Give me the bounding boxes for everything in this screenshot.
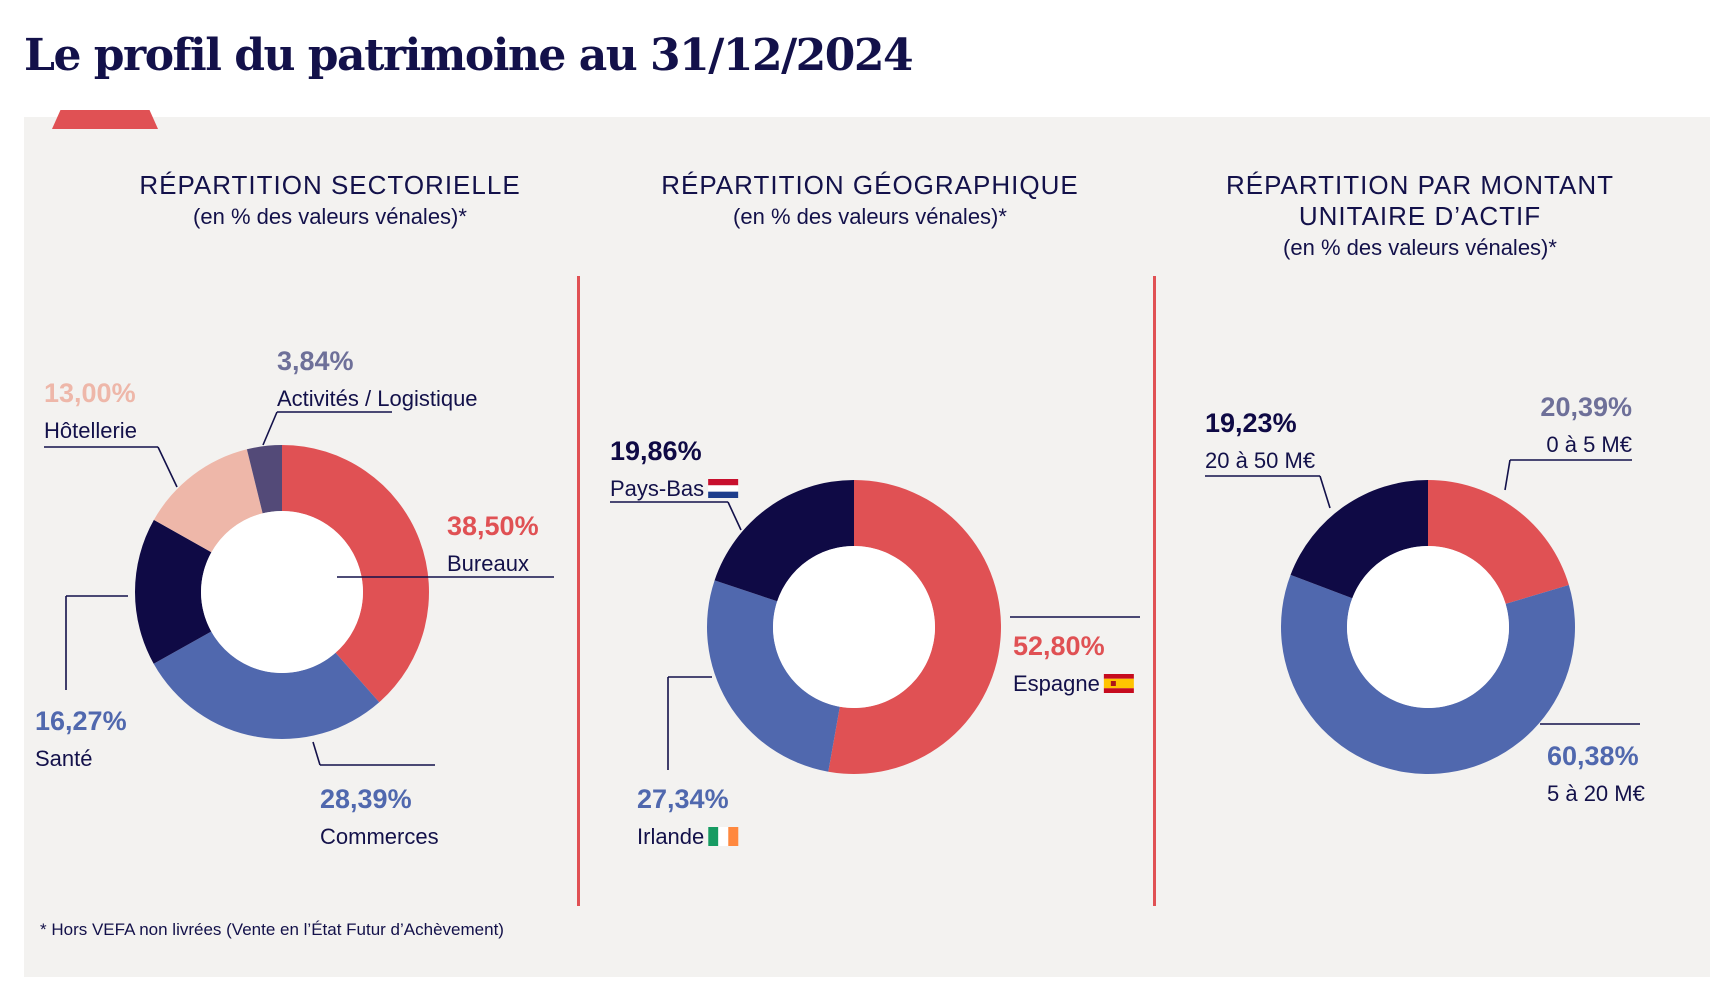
page-title: Le profil du patrimoine au 31/12/2024 bbox=[24, 30, 914, 81]
donut-hole bbox=[1347, 546, 1509, 708]
data-label-category: Hôtellerie bbox=[44, 418, 137, 443]
spain-flag-icon bbox=[1103, 674, 1134, 693]
data-label-value: 52,80% bbox=[1013, 631, 1105, 661]
pie-slice-pays-bas bbox=[714, 480, 854, 602]
pie-slice-5-a-20-m bbox=[1281, 574, 1575, 774]
data-label-value: 3,84% bbox=[277, 346, 354, 376]
pie-slice-irlande bbox=[707, 580, 840, 772]
pie-slice-hotellerie bbox=[153, 449, 263, 553]
data-label-category: Pays-Bas bbox=[610, 476, 704, 501]
data-label-value: 27,34% bbox=[637, 784, 729, 814]
leader-line bbox=[312, 741, 321, 766]
data-label-category: Activités / Logistique bbox=[277, 386, 478, 411]
data-label-value: 28,39% bbox=[320, 784, 412, 814]
data-label-category: 0 à 5 M€ bbox=[1546, 432, 1632, 457]
data-label-value: 20,39% bbox=[1540, 392, 1632, 422]
heading-sectoral: RÉPARTITION SECTORIELLE (en % des valeur… bbox=[70, 170, 590, 232]
data-label-category: Irlande bbox=[637, 824, 704, 849]
data-label-category: 20 à 50 M€ bbox=[1205, 448, 1315, 473]
data-label-category: Espagne bbox=[1013, 671, 1100, 696]
ireland-flag-icon bbox=[708, 827, 739, 846]
pie-slice-espagne bbox=[828, 480, 1001, 774]
heading-title-line2: UNITAIRE D’ACTIF bbox=[1298, 201, 1542, 231]
column-divider bbox=[1153, 276, 1156, 906]
heading-title: RÉPARTITION GÉOGRAPHIQUE bbox=[661, 170, 1079, 200]
heading-title: RÉPARTITION SECTORIELLE bbox=[139, 170, 521, 200]
pie-slice-sante bbox=[134, 519, 212, 664]
pie-slice-20-a-50-m bbox=[1290, 479, 1428, 599]
pie-slice-0-a-5-m bbox=[1428, 480, 1569, 604]
data-label-category: Santé bbox=[35, 746, 93, 771]
heading-geographic: RÉPARTITION GÉOGRAPHIQUE (en % des valeu… bbox=[610, 170, 1130, 232]
leader-line bbox=[1319, 475, 1331, 509]
data-label-category: Commerces bbox=[320, 824, 439, 849]
heading-title: RÉPARTITION PAR MONTANT bbox=[1226, 170, 1614, 200]
pie-slice-commerces bbox=[153, 631, 380, 739]
heading-subtitle: (en % des valeurs vénales)* bbox=[193, 204, 467, 229]
heading-subtitle: (en % des valeurs vénales)* bbox=[1283, 235, 1557, 260]
data-label-category: Bureaux bbox=[447, 551, 529, 576]
data-label-value: 19,23% bbox=[1205, 408, 1297, 438]
accent-tab bbox=[52, 110, 158, 129]
netherlands-flag-icon bbox=[708, 479, 739, 498]
leader-line bbox=[157, 446, 178, 488]
data-label-category: 5 à 20 M€ bbox=[1547, 781, 1645, 806]
data-label-value: 60,38% bbox=[1547, 741, 1639, 771]
donut-hole bbox=[773, 546, 935, 708]
data-label-value: 13,00% bbox=[44, 378, 136, 408]
pie-slice-bureaux bbox=[282, 445, 430, 703]
data-label-value: 19,86% bbox=[610, 436, 702, 466]
leader-line bbox=[727, 501, 742, 531]
data-label-value: 16,27% bbox=[35, 706, 127, 736]
heading-amount: RÉPARTITION PAR MONTANT UNITAIRE D’ACTIF… bbox=[1160, 170, 1680, 263]
column-divider bbox=[577, 276, 580, 906]
heading-subtitle: (en % des valeurs vénales)* bbox=[733, 204, 1007, 229]
pie-slice-activites-logistique bbox=[246, 445, 282, 514]
footnote: * Hors VEFA non livrées (Vente en l’État… bbox=[40, 920, 504, 939]
leader-line bbox=[1504, 459, 1511, 491]
leader-line bbox=[262, 411, 278, 446]
data-label-value: 38,50% bbox=[447, 511, 539, 541]
donut-hole bbox=[201, 511, 363, 673]
